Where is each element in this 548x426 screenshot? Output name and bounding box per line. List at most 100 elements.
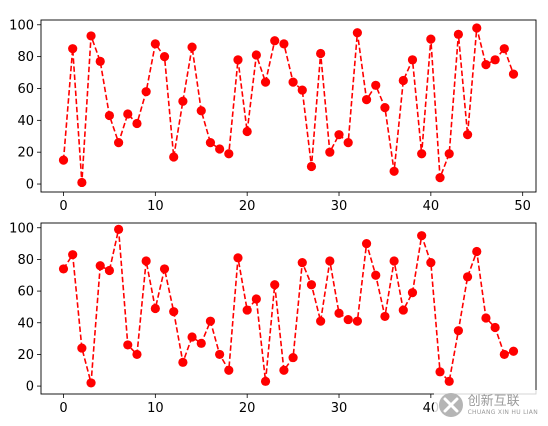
y-tick-label: 40 bbox=[17, 114, 34, 129]
y-tick-label: 100 bbox=[9, 18, 34, 33]
data-point bbox=[297, 257, 307, 268]
data-point bbox=[462, 130, 473, 140]
data-point bbox=[389, 166, 399, 176]
data-point bbox=[499, 349, 509, 360]
x-tick-label: 50 bbox=[514, 199, 531, 214]
data-point bbox=[77, 343, 87, 353]
data-point bbox=[371, 80, 381, 90]
data-point bbox=[251, 294, 261, 304]
data-point bbox=[352, 28, 362, 38]
data-point bbox=[260, 77, 271, 87]
data-point bbox=[233, 55, 243, 65]
data-point bbox=[104, 110, 115, 121]
y-tick-label: 0 bbox=[26, 178, 34, 193]
axes-frame bbox=[40, 222, 537, 395]
data-point bbox=[215, 349, 225, 360]
watermark: 创新互联 CHUANG XIN HU LIAN bbox=[433, 390, 542, 420]
data-point bbox=[499, 44, 509, 54]
x-tick-label: 30 bbox=[331, 199, 348, 214]
data-point bbox=[472, 23, 482, 33]
data-point bbox=[187, 332, 197, 342]
data-point bbox=[325, 256, 335, 266]
data-point bbox=[242, 126, 252, 137]
x-tick-label: 10 bbox=[147, 401, 164, 416]
data-point bbox=[306, 280, 317, 290]
x-tick-label: 40 bbox=[423, 199, 440, 214]
y-tick-label: 100 bbox=[9, 221, 34, 236]
data-point bbox=[224, 149, 234, 159]
data-point bbox=[398, 305, 408, 315]
data-point bbox=[472, 246, 482, 257]
watermark-text-cn: 创新互联 bbox=[467, 393, 520, 409]
data-point bbox=[462, 272, 473, 282]
data-point bbox=[417, 149, 427, 159]
series-line bbox=[62, 229, 514, 384]
x-tick-label: 10 bbox=[147, 199, 164, 214]
y-tick-label: 80 bbox=[17, 253, 34, 268]
data-point bbox=[297, 85, 307, 95]
subplot-1: 0 10 20 30 40 50 0 20 40 60 80 100 bbox=[9, 18, 537, 214]
data-point bbox=[481, 313, 491, 323]
data-point bbox=[132, 118, 142, 129]
data-point bbox=[288, 352, 298, 363]
data-point bbox=[169, 152, 179, 162]
data-point bbox=[490, 322, 500, 333]
data-point bbox=[123, 109, 133, 119]
y-tick-label: 20 bbox=[17, 348, 34, 363]
y-tick-label: 20 bbox=[17, 146, 34, 161]
data-point bbox=[141, 256, 151, 266]
data-point bbox=[159, 264, 170, 274]
data-point bbox=[114, 224, 124, 234]
data-point bbox=[279, 39, 289, 49]
data-point bbox=[205, 316, 216, 326]
y-tick-label: 80 bbox=[17, 50, 34, 65]
data-point bbox=[169, 307, 179, 317]
x-tick-label: 0 bbox=[59, 199, 67, 214]
data-point bbox=[426, 257, 436, 268]
data-point bbox=[490, 55, 500, 65]
data-point bbox=[481, 59, 491, 70]
data-point bbox=[361, 95, 372, 105]
data-point bbox=[150, 39, 160, 49]
data-point bbox=[205, 138, 216, 148]
data-point bbox=[77, 177, 87, 188]
data-point bbox=[325, 147, 335, 157]
data-point bbox=[260, 376, 271, 386]
data-point bbox=[196, 106, 206, 116]
data-point bbox=[444, 149, 454, 159]
data-point bbox=[196, 338, 206, 348]
data-point bbox=[178, 96, 188, 106]
data-point bbox=[187, 42, 197, 52]
data-point bbox=[104, 265, 115, 276]
y-tick-label: 40 bbox=[17, 316, 34, 331]
data-point bbox=[279, 365, 289, 375]
data-point bbox=[352, 316, 362, 326]
data-point bbox=[371, 270, 381, 280]
x-tick-label: 20 bbox=[239, 401, 256, 416]
data-point bbox=[316, 48, 326, 59]
data-point bbox=[159, 52, 170, 62]
data-point bbox=[380, 311, 390, 322]
data-point bbox=[58, 155, 69, 165]
data-point bbox=[123, 340, 133, 350]
data-point bbox=[380, 102, 390, 113]
watermark-text-en: CHUANG XIN HU LIAN bbox=[467, 408, 538, 416]
data-point bbox=[132, 349, 142, 360]
data-point bbox=[86, 378, 96, 388]
data-point bbox=[435, 173, 445, 183]
data-point bbox=[343, 138, 353, 148]
axes-frame bbox=[40, 19, 537, 193]
data-point bbox=[398, 75, 408, 86]
data-point bbox=[407, 288, 418, 298]
data-point bbox=[114, 138, 124, 148]
x-logo-icon bbox=[438, 393, 463, 417]
data-point bbox=[270, 36, 280, 46]
data-point bbox=[95, 56, 105, 67]
data-point bbox=[334, 308, 344, 318]
data-point bbox=[453, 326, 463, 336]
data-point bbox=[407, 55, 418, 65]
data-point bbox=[68, 44, 78, 54]
data-point bbox=[270, 280, 280, 290]
data-point bbox=[150, 303, 160, 314]
